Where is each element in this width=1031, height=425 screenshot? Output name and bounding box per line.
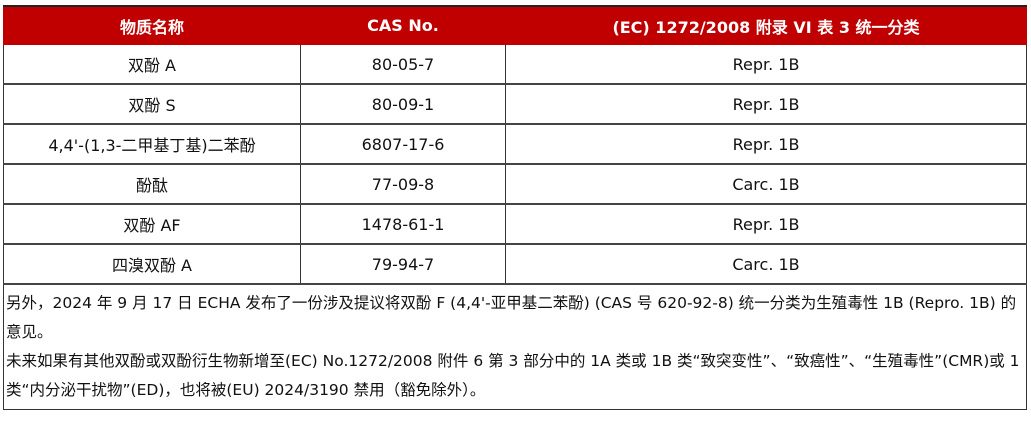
cell-substance-name: 酚酞 bbox=[3, 163, 301, 205]
cell-substance-name: 双酚 A bbox=[3, 44, 301, 85]
bisphenol-classification-table: 物质名称 CAS No. (EC) 1272/2008 附录 VI 表 3 统一… bbox=[3, 5, 1027, 410]
cell-cas-no: 79-94-7 bbox=[300, 243, 506, 285]
note-paragraph: 另外，2024 年 9 月 17 日 ECHA 发布了一份涉及提议将双酚 F (… bbox=[6, 294, 1017, 341]
cell-classification: Repr. 1B bbox=[505, 44, 1027, 85]
header-classification: (EC) 1272/2008 附录 VI 表 3 统一分类 bbox=[505, 5, 1027, 45]
cell-substance-name: 4,4'-(1,3-二甲基丁基)二苯酚 bbox=[3, 123, 301, 165]
note-paragraph: 未来如果有其他双酚或双酚衍生物新增至(EC) No.1272/2008 附件 6… bbox=[6, 352, 1020, 399]
table-row: 双酚 S 80-09-1 Repr. 1B bbox=[3, 83, 1027, 125]
cell-cas-no: 77-09-8 bbox=[300, 163, 506, 205]
cell-cas-no: 80-09-1 bbox=[300, 83, 506, 125]
cell-classification: Repr. 1B bbox=[505, 123, 1027, 165]
cell-cas-no: 80-05-7 bbox=[300, 44, 506, 85]
cell-substance-name: 双酚 S bbox=[3, 83, 301, 125]
table-row: 四溴双酚 A 79-94-7 Carc. 1B bbox=[3, 243, 1027, 285]
table-row: 酚酞 77-09-8 Carc. 1B bbox=[3, 163, 1027, 205]
notes-row: 另外，2024 年 9 月 17 日 ECHA 发布了一份涉及提议将双酚 F (… bbox=[3, 283, 1027, 410]
cell-classification: Repr. 1B bbox=[505, 83, 1027, 125]
table-row: 双酚 AF 1478-61-1 Repr. 1B bbox=[3, 203, 1027, 245]
cell-classification: Repr. 1B bbox=[505, 203, 1027, 245]
cell-cas-no: 1478-61-1 bbox=[300, 203, 506, 245]
notes-cell: 另外，2024 年 9 月 17 日 ECHA 发布了一份涉及提议将双酚 F (… bbox=[3, 283, 1027, 410]
cell-substance-name: 四溴双酚 A bbox=[3, 243, 301, 285]
header-row: 物质名称 CAS No. (EC) 1272/2008 附录 VI 表 3 统一… bbox=[3, 5, 1027, 45]
table-row: 双酚 A 80-05-7 Repr. 1B bbox=[3, 44, 1027, 85]
cell-substance-name: 双酚 AF bbox=[3, 203, 301, 245]
cell-classification: Carc. 1B bbox=[505, 243, 1027, 285]
header-substance-name: 物质名称 bbox=[3, 5, 301, 45]
table-row: 4,4'-(1,3-二甲基丁基)二苯酚 6807-17-6 Repr. 1B bbox=[3, 123, 1027, 165]
cell-classification: Carc. 1B bbox=[505, 163, 1027, 205]
header-cas-no: CAS No. bbox=[300, 5, 506, 45]
cell-cas-no: 6807-17-6 bbox=[300, 123, 506, 165]
